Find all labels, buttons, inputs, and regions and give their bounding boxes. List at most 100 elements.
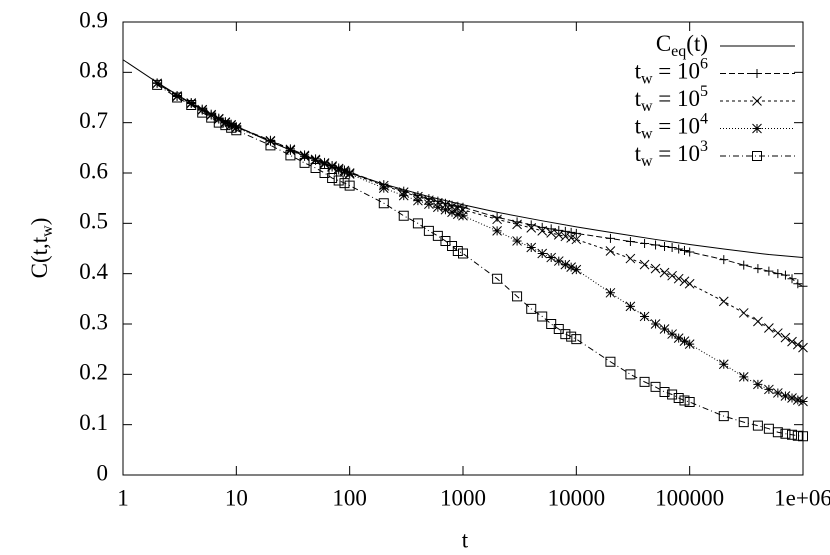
data-point [265,140,276,151]
data-point [226,122,237,133]
data-point [792,339,803,350]
data-point [512,236,522,246]
data-point [220,117,231,128]
data-point [553,324,564,335]
data-point [738,371,749,382]
data-point [186,98,197,109]
data-point [186,100,197,111]
data-point [739,260,749,270]
data-point [560,259,571,270]
data-point [492,214,502,225]
data-point [685,247,695,257]
data-point [213,114,224,124]
data-point [679,276,690,287]
data-point [719,255,729,265]
data-point [780,332,791,343]
data-point [605,233,615,243]
y-tick-label: 0.3 [79,309,108,334]
data-point [566,331,577,342]
data-point [553,256,564,266]
data-point [764,384,774,395]
data-point [571,228,581,238]
data-point [452,246,463,257]
data-point [659,386,670,397]
data-point [220,120,231,131]
data-point [327,162,337,172]
data-point [537,248,548,259]
data-point [206,110,217,120]
data-point [299,151,310,162]
x-tick-label: 10000 [548,485,606,510]
data-point [560,329,571,340]
data-point [398,190,409,201]
y-tick-label: 0.5 [79,209,108,234]
data-point [780,270,790,280]
data-point [674,244,684,254]
y-tick-label: 0.8 [79,58,108,83]
data-point [640,238,650,248]
legend-marker [752,151,762,161]
data-point [718,411,729,422]
data-point [566,227,576,237]
x-tick-label: 1 [117,485,129,510]
data-point [659,324,670,334]
data-point [684,278,695,289]
series-line [156,82,804,402]
data-point [673,333,684,343]
data-point [780,391,791,401]
data-point [571,264,582,275]
data-point [571,234,582,245]
y-tick-label: 0.4 [79,259,108,284]
x-axis-label: t [462,527,469,552]
data-point [440,204,451,215]
data-point [787,336,797,347]
data-point [787,429,798,440]
legend-label: tw​ = 105​ [635,83,708,115]
data-point [659,267,670,278]
data-point [625,236,635,246]
data-point [650,319,661,329]
data-point [571,334,582,345]
data-point [152,78,162,89]
data-point [773,388,783,398]
data-point [492,273,503,284]
data-point [793,279,803,289]
data-point [546,252,557,263]
legend-label: tw​ = 106​ [635,55,708,87]
data-point [798,342,808,353]
data-point [447,207,457,218]
data-point [447,240,458,251]
data-point [172,92,183,103]
data-point [339,178,350,189]
data-point [546,319,557,329]
data-point [679,336,690,346]
data-point [554,225,564,235]
data-point [684,339,695,349]
data-point [639,259,650,270]
data-point [792,395,803,405]
data-point [553,230,564,240]
legend-label: tw​ = 103​ [635,138,708,170]
data-point [398,210,409,221]
data-point [787,274,797,284]
data-point [492,226,502,236]
data-point [458,210,468,221]
data-point [339,167,350,177]
data-point [651,240,661,250]
data-point [327,173,338,184]
data-point [798,396,808,407]
data-point [787,393,797,403]
data-point [231,122,242,133]
data-point [667,389,678,400]
data-point [458,248,468,259]
data-point [206,112,217,123]
data-point [231,125,242,136]
data-point [738,308,749,318]
data-point [344,180,355,191]
data-point [673,273,684,284]
data-point [673,392,684,403]
data-point [753,264,763,274]
data-point [333,175,344,186]
legend-marker [752,69,762,78]
